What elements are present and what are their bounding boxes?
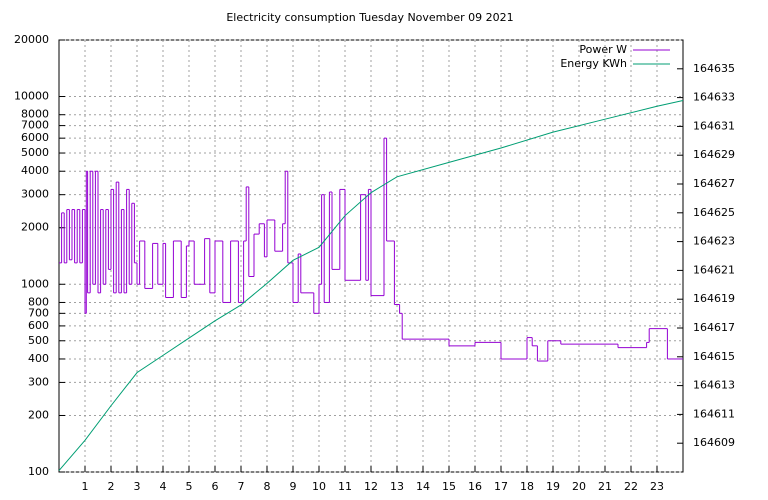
x-tick-label: 13 (390, 480, 404, 493)
y2-tick-label: 164613 (693, 379, 735, 392)
y2-tick-label: 164611 (693, 407, 735, 420)
y-tick-label: 500 (28, 334, 49, 347)
x-tick-label: 17 (494, 480, 508, 493)
x-tick-label: 20 (572, 480, 586, 493)
y2-tick-label: 164609 (693, 436, 735, 449)
x-tick-label: 14 (416, 480, 430, 493)
y2-tick-label: 164635 (693, 62, 735, 75)
x-tick-label: 6 (212, 480, 219, 493)
y-tick-label: 700 (28, 306, 49, 319)
chart-title: Electricity consumption Tuesday November… (226, 11, 513, 24)
y2-tick-label: 164615 (693, 350, 735, 363)
y-tick-label: 3000 (21, 188, 49, 201)
y-tick-label: 100 (28, 465, 49, 478)
y-tick-label: 8000 (21, 108, 49, 121)
x-tick-label: 18 (520, 480, 534, 493)
y2-tick-label: 164633 (693, 91, 735, 104)
x-tick-label: 4 (160, 480, 167, 493)
y2-tick-label: 164619 (693, 292, 735, 305)
y2-tick-label: 164623 (693, 235, 735, 248)
x-tick-label: 2 (108, 480, 115, 493)
x-tick-label: 9 (290, 480, 297, 493)
x-tick-label: 8 (264, 480, 271, 493)
x-tick-label: 11 (338, 480, 352, 493)
y-tick-label: 5000 (21, 146, 49, 159)
y-tick-label: 2000 (21, 221, 49, 234)
legend-label: Energy KWh (560, 57, 627, 70)
x-tick-label: 5 (186, 480, 193, 493)
y2-tick-label: 164631 (693, 119, 735, 132)
x-tick-label: 19 (546, 480, 560, 493)
y-tick-label: 1000 (21, 277, 49, 290)
y-tick-label: 300 (28, 375, 49, 388)
y-tick-label: 7000 (21, 119, 49, 132)
y-tick-label: 10000 (14, 90, 49, 103)
y-tick-label: 600 (28, 319, 49, 332)
y-tick-label: 200 (28, 408, 49, 421)
x-tick-label: 7 (238, 480, 245, 493)
y-tick-label: 400 (28, 352, 49, 365)
x-tick-label: 15 (442, 480, 456, 493)
x-tick-label: 16 (468, 480, 482, 493)
y-tick-label: 800 (28, 295, 49, 308)
x-tick-label: 21 (598, 480, 612, 493)
y2-tick-label: 164627 (693, 177, 735, 190)
x-tick-label: 12 (364, 480, 378, 493)
y2-tick-label: 164617 (693, 321, 735, 334)
y2-tick-label: 164625 (693, 206, 735, 219)
x-tick-label: 3 (134, 480, 141, 493)
y2-tick-label: 164629 (693, 148, 735, 161)
x-tick-label: 23 (650, 480, 664, 493)
x-tick-label: 1 (82, 480, 89, 493)
x-tick-label: 22 (624, 480, 638, 493)
y-tick-label: 4000 (21, 164, 49, 177)
energy-line (58, 99, 684, 471)
y-tick-label: 6000 (21, 131, 49, 144)
legend-label: Power W (579, 43, 627, 56)
y-tick-label: 20000 (14, 33, 49, 46)
y2-tick-label: 164621 (693, 263, 735, 276)
x-tick-label: 10 (312, 480, 326, 493)
